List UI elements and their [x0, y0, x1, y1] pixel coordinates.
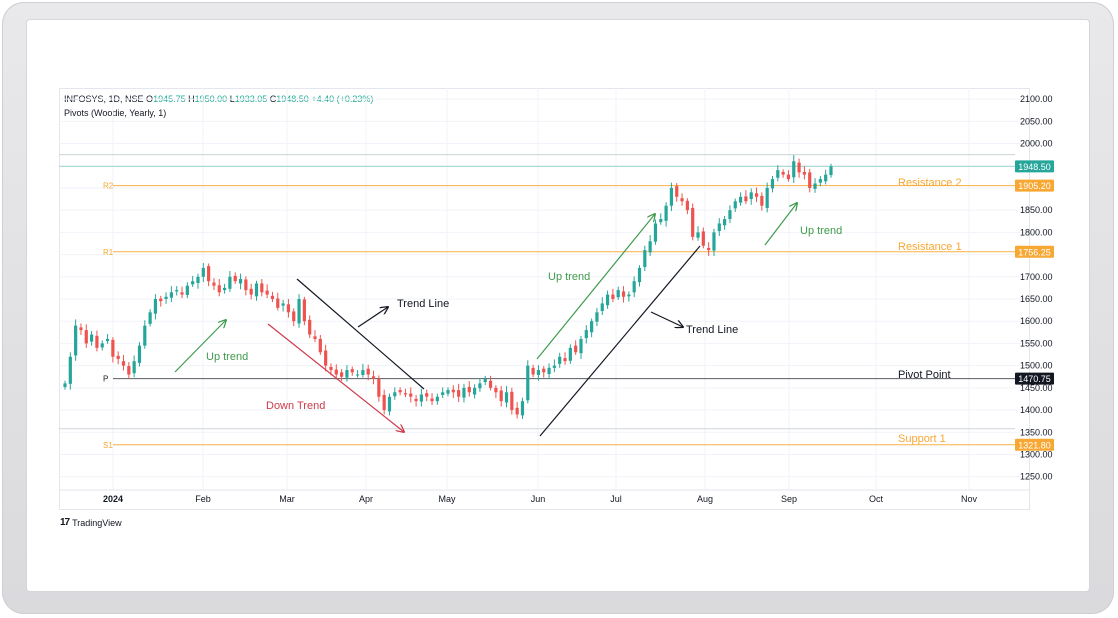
chart-legend: INFOSYS, 1D, NSE O1945.75 H1950.00 L1933… — [64, 92, 373, 120]
legend-indicator[interactable]: Pivots (Woodie, Yearly, 1) — [64, 108, 167, 118]
legend-high-value: 1950.00 — [194, 94, 228, 104]
legend-open-label: O — [146, 94, 154, 104]
legend-close-value: 1948.50 — [276, 94, 309, 104]
tradingview-logo-icon: 17 — [60, 517, 70, 528]
legend-open-value: 1945.75 — [153, 94, 186, 104]
legend-low-value: 1933.05 — [234, 94, 268, 104]
legend-change-value: +4.40 (+0.23%) — [311, 94, 374, 104]
legend-symbol: INFOSYS, 1D, NSE — [64, 94, 144, 104]
chart-plot-area[interactable] — [59, 88, 1030, 510]
legend-ohlc-line: INFOSYS, 1D, NSE O1945.75 H1950.00 L1933… — [64, 92, 373, 106]
tradingview-wordmark: TradingView — [72, 517, 122, 528]
tradingview-branding[interactable]: 17 TradingView — [60, 517, 122, 528]
